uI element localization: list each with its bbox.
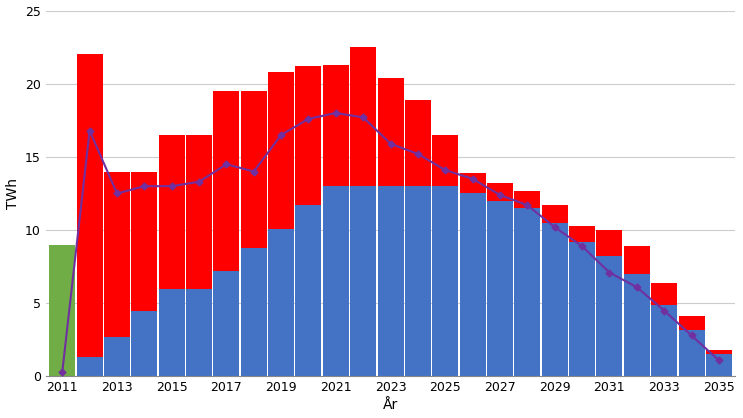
Bar	[49, 245, 75, 377]
Bar	[597, 230, 623, 256]
Bar	[377, 186, 403, 377]
Bar	[241, 247, 267, 377]
Bar	[597, 256, 623, 377]
Bar	[350, 47, 376, 186]
Bar	[132, 171, 158, 311]
X-axis label: År: År	[383, 398, 398, 413]
Bar	[350, 186, 376, 377]
Bar	[213, 91, 239, 271]
Bar	[651, 305, 677, 377]
Bar	[104, 171, 130, 337]
Bar	[296, 66, 322, 205]
Bar	[241, 91, 267, 247]
Bar	[706, 354, 732, 377]
Bar	[569, 242, 595, 377]
Bar	[432, 135, 458, 186]
Bar	[432, 186, 458, 377]
Bar	[323, 65, 349, 186]
Bar	[624, 246, 650, 274]
Bar	[186, 288, 212, 377]
Bar	[569, 226, 595, 242]
Bar	[132, 311, 158, 377]
Bar	[296, 205, 322, 377]
Bar	[460, 194, 486, 377]
Bar	[77, 54, 103, 357]
Bar	[487, 201, 513, 377]
Bar	[377, 78, 403, 186]
Bar	[405, 186, 431, 377]
Bar	[268, 229, 294, 377]
Bar	[159, 288, 185, 377]
Bar	[405, 100, 431, 186]
Bar	[460, 173, 486, 194]
Y-axis label: TWh: TWh	[5, 178, 19, 209]
Bar	[514, 191, 540, 208]
Bar	[678, 329, 704, 377]
Bar	[186, 135, 212, 288]
Bar	[104, 337, 130, 377]
Bar	[159, 135, 185, 288]
Bar	[678, 316, 704, 329]
Bar	[542, 223, 568, 377]
Bar	[323, 186, 349, 377]
Bar	[268, 72, 294, 229]
Bar	[487, 183, 513, 201]
Bar	[706, 350, 732, 354]
Bar	[651, 283, 677, 305]
Bar	[624, 274, 650, 377]
Bar	[213, 271, 239, 377]
Bar	[77, 357, 103, 377]
Bar	[514, 208, 540, 377]
Bar	[542, 205, 568, 223]
